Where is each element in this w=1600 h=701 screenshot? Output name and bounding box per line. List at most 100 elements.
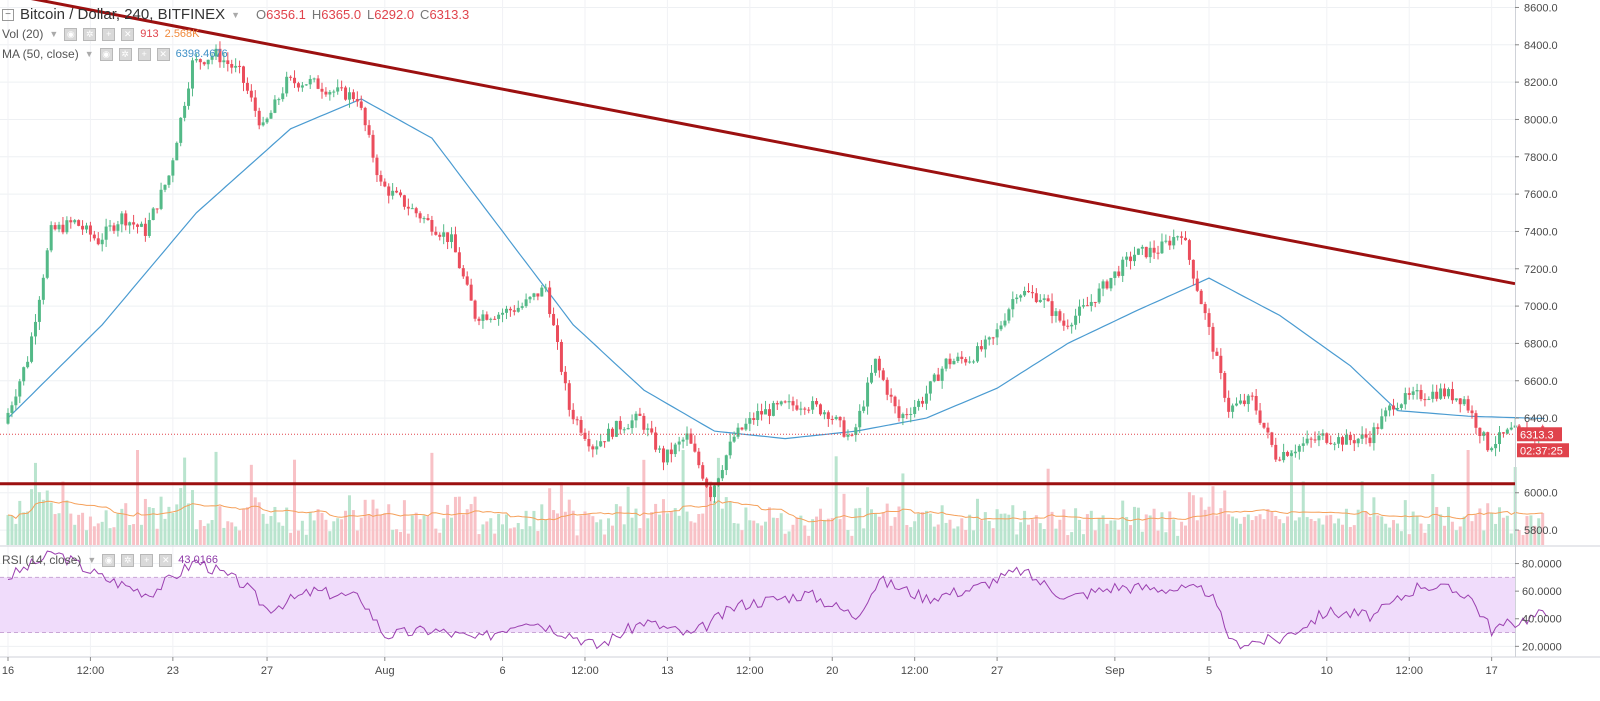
chevron-down-icon[interactable]: ▼ [231, 9, 240, 20]
candle [120, 211, 124, 233]
volume-bar [481, 524, 485, 545]
volume-bar [230, 522, 234, 545]
volume-bar [1423, 532, 1427, 545]
volume-bar [355, 530, 359, 545]
close-icon[interactable]: ✕ [156, 47, 170, 61]
candle [37, 296, 41, 330]
candle-body [661, 448, 665, 463]
volume-bar [1203, 509, 1207, 545]
candle [870, 365, 873, 385]
eye-icon[interactable]: ◉ [99, 47, 113, 61]
candle-body [1046, 298, 1050, 302]
candle [854, 423, 858, 442]
candle [544, 283, 548, 293]
candle-body [1293, 451, 1297, 454]
candle-body [328, 91, 332, 95]
gear-icon[interactable]: ✲ [121, 553, 135, 567]
candle-body [591, 446, 595, 450]
chevron-down-icon[interactable]: ▼ [49, 29, 59, 39]
candle [1136, 248, 1140, 256]
volume-bar [265, 523, 269, 545]
candle-body [497, 314, 501, 319]
volume-bar [293, 459, 297, 545]
gear-icon[interactable]: ✲ [83, 27, 97, 41]
volume-bar [1305, 517, 1309, 545]
candle-body [654, 432, 658, 450]
volume-bar [387, 504, 391, 545]
candle-body [1439, 388, 1443, 399]
volume-bar [1439, 514, 1443, 545]
candle [1297, 444, 1301, 460]
chevron-down-icon[interactable]: ▼ [84, 49, 94, 59]
candle [1164, 234, 1168, 244]
candle-body [642, 415, 646, 430]
volume-bar [1164, 532, 1168, 545]
volume-bar [960, 518, 964, 545]
plus-icon[interactable]: + [140, 553, 154, 567]
rsi-label[interactable]: RSI (14, close) [2, 553, 82, 567]
candle [171, 157, 175, 183]
eye-icon[interactable]: ◉ [64, 27, 78, 41]
candle [1301, 436, 1305, 452]
volume-bar [1301, 481, 1305, 545]
candle-body [1074, 315, 1078, 325]
candle-body [756, 411, 760, 420]
candle-body [913, 406, 917, 414]
volume-bar [73, 524, 77, 545]
candle-body [18, 381, 22, 397]
volume-bar [866, 487, 870, 545]
volume-bar [336, 518, 340, 545]
volume-bar [1258, 514, 1262, 545]
candle-body [858, 410, 862, 428]
volume-label[interactable]: Vol (20) [2, 27, 44, 41]
volume-bar [1368, 516, 1372, 545]
candle-body [108, 225, 112, 227]
candle [1246, 393, 1250, 412]
volume-bar [116, 513, 120, 545]
candle [1172, 229, 1176, 250]
volume-bar [1172, 519, 1176, 545]
collapse-icon[interactable]: − [2, 8, 14, 21]
candle [1450, 381, 1454, 404]
close-label: C [420, 7, 430, 22]
volume-bar [277, 522, 281, 545]
volume-bar [1152, 508, 1156, 545]
candle [1011, 291, 1015, 318]
volume-bar [1297, 517, 1301, 545]
time-tick-label: 12:00 [77, 665, 105, 677]
candle [1254, 389, 1258, 415]
volume-bar [771, 517, 775, 545]
candle-body [983, 339, 987, 350]
candle-body [418, 213, 422, 219]
candle-body [1313, 439, 1317, 441]
gear-icon[interactable]: ✲ [118, 47, 132, 61]
candle-body [316, 78, 320, 89]
candle-body [838, 416, 842, 421]
candle [53, 222, 57, 231]
candle [132, 214, 136, 230]
candle [340, 80, 344, 91]
symbol-title[interactable]: Bitcoin / Dollar, 240, BITFINEX [20, 6, 226, 23]
candle-body [1270, 432, 1274, 445]
eye-icon[interactable]: ◉ [102, 553, 116, 567]
candle-body [991, 337, 995, 339]
close-icon[interactable]: ✕ [121, 27, 135, 41]
candle-body [1152, 247, 1156, 253]
candle [1337, 432, 1341, 449]
price-tick-label: 6600.0 [1524, 376, 1558, 388]
chevron-down-icon[interactable]: ▼ [87, 555, 97, 565]
volume-bar [1054, 528, 1058, 545]
ma-label[interactable]: MA (50, close) [2, 47, 79, 61]
close-icon[interactable]: ✕ [159, 553, 173, 567]
volume-bar [1443, 525, 1447, 545]
candle-body [658, 448, 662, 450]
candle [1046, 294, 1050, 302]
candle-body [1219, 355, 1223, 374]
plus-icon[interactable]: + [102, 27, 116, 41]
plus-icon[interactable]: + [137, 47, 151, 61]
candle [367, 120, 371, 138]
volume-bar [720, 508, 724, 545]
volume-bar [669, 511, 673, 545]
